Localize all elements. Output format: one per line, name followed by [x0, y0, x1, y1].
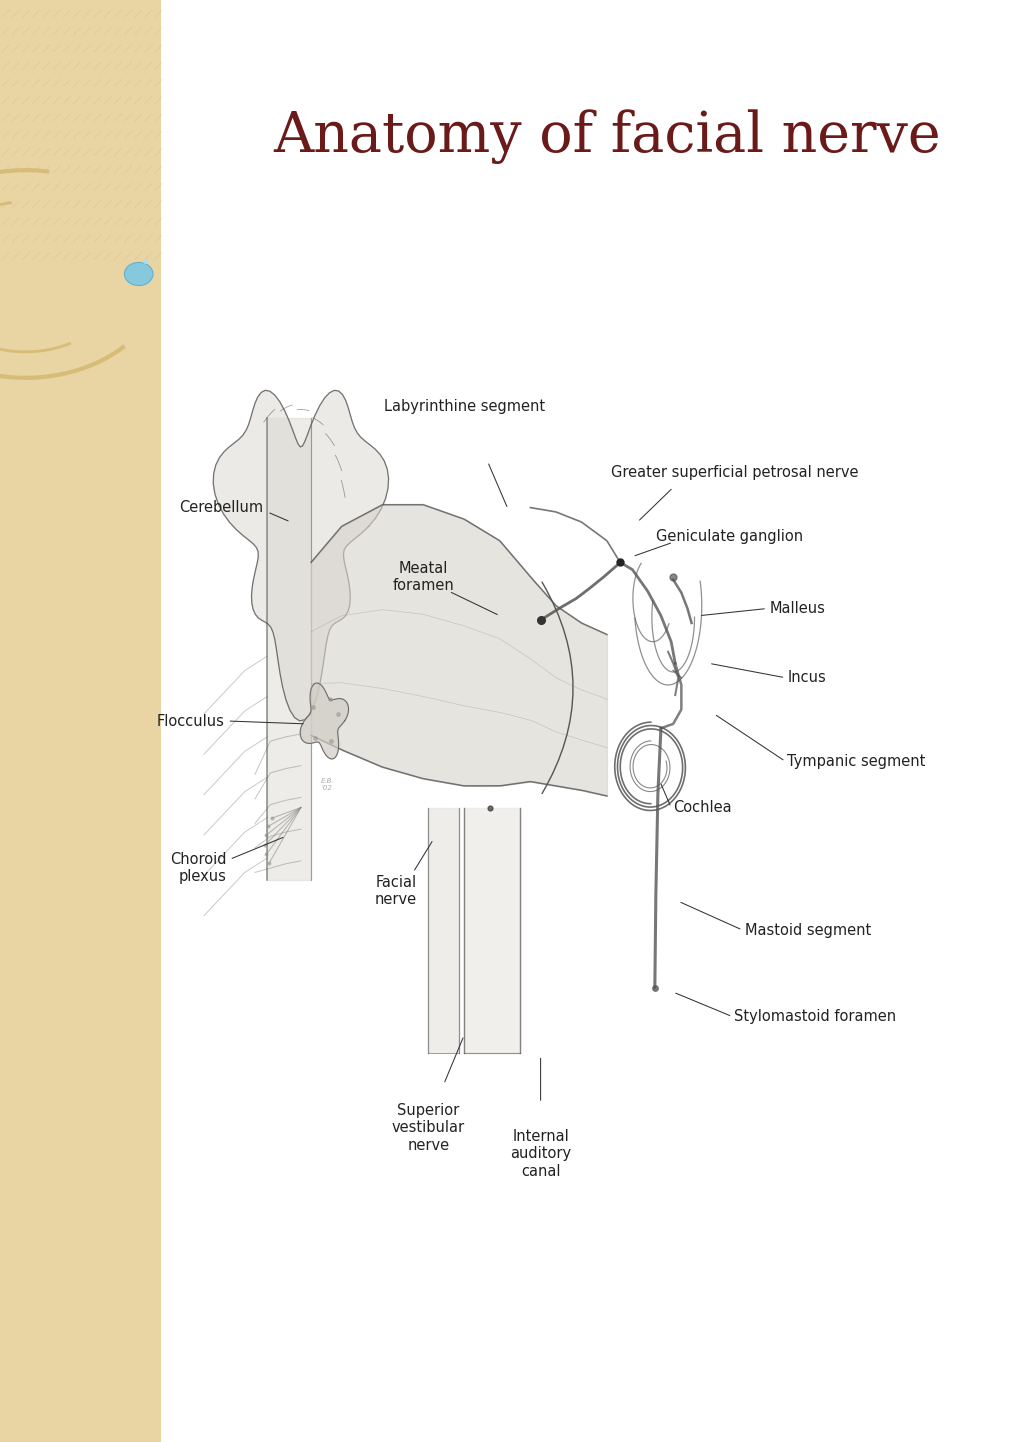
Text: Flocculus: Flocculus [156, 714, 224, 728]
Polygon shape [300, 684, 348, 758]
Text: Facial
nerve: Facial nerve [374, 875, 417, 907]
Text: Cerebellum: Cerebellum [179, 500, 263, 515]
Text: Anatomy of facial nerve: Anatomy of facial nerve [273, 110, 940, 164]
Polygon shape [428, 808, 459, 1053]
Text: Choroid
plexus: Choroid plexus [170, 852, 226, 884]
Text: E.B.
'02: E.B. '02 [321, 779, 334, 792]
Text: Tympanic segment: Tympanic segment [787, 754, 925, 769]
Text: Cochlea: Cochlea [673, 800, 731, 815]
Bar [0, 0, 161, 1442]
Text: Malleus: Malleus [769, 601, 825, 616]
Polygon shape [464, 808, 520, 1053]
Polygon shape [213, 391, 388, 721]
Text: Meatal
foramen: Meatal foramen [392, 561, 453, 593]
Text: Incus: Incus [787, 671, 825, 685]
Ellipse shape [124, 262, 153, 286]
Text: Internal
auditory
canal: Internal auditory canal [510, 1129, 571, 1178]
Text: Geniculate ganglion: Geniculate ganglion [655, 529, 802, 544]
Text: Stylomastoid foramen: Stylomastoid foramen [734, 1009, 896, 1024]
Text: Superior
vestibular
nerve: Superior vestibular nerve [391, 1103, 465, 1152]
Text: Mastoid segment: Mastoid segment [744, 923, 870, 937]
Polygon shape [267, 418, 311, 880]
Text: Greater superficial petrosal nerve: Greater superficial petrosal nerve [610, 466, 857, 480]
Text: Labyrinthine segment: Labyrinthine segment [383, 399, 544, 414]
